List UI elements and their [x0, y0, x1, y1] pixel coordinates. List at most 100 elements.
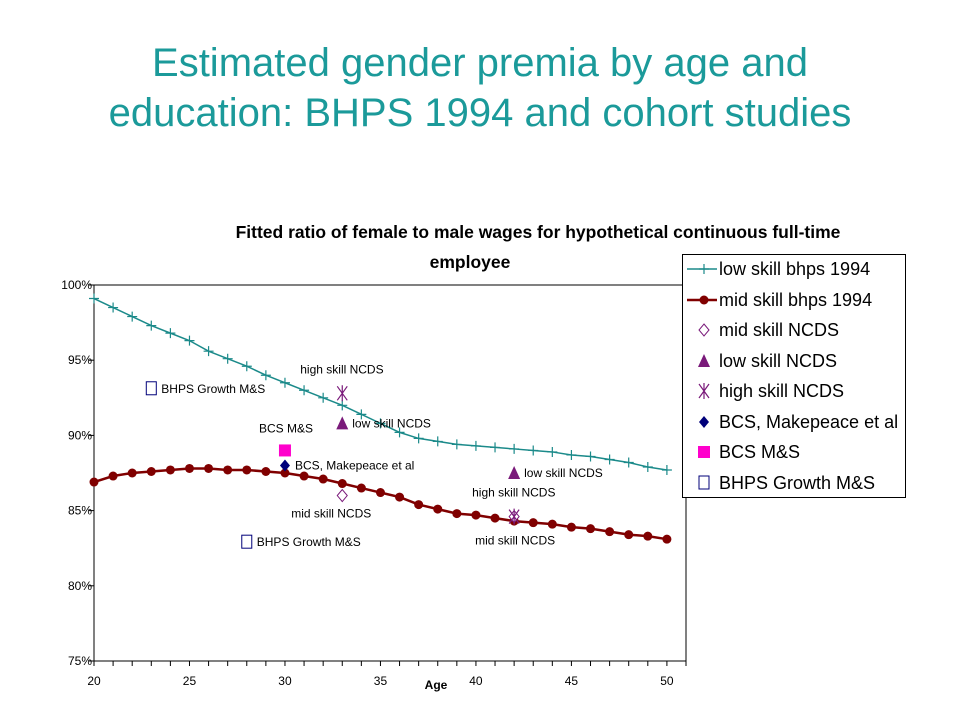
- x-tick-label: 25: [183, 674, 197, 688]
- annotations-layer: high skill NCDS BHPS Growth M&S low skill …: [161, 362, 603, 549]
- series-bcs-makepeace-et-al: [279, 459, 290, 472]
- legend-swatch: [698, 475, 710, 489]
- legend-marker: [699, 415, 709, 428]
- legend-item-bcs-m-s: BCS M&S: [683, 440, 907, 464]
- data-point: [394, 427, 405, 438]
- series-bhps-growth-m-s: [145, 381, 253, 549]
- data-point: [299, 385, 310, 396]
- legend-swatch: [687, 295, 717, 304]
- data-point: [509, 443, 520, 454]
- x-tick-label: 30: [278, 674, 292, 688]
- data-point: [108, 302, 119, 313]
- data-point: [375, 488, 385, 498]
- legend-item-bcs-makepeace-et-al: BCS, Makepeace et al: [683, 410, 907, 434]
- annotation-label: BHPS Growth M&S: [161, 382, 265, 396]
- data-point: [452, 509, 462, 519]
- y-tick-label: 75%: [68, 654, 92, 668]
- data-point: [279, 459, 290, 472]
- chart-title-line2: employee: [430, 252, 511, 272]
- data-point: [223, 465, 233, 475]
- series-layer: [89, 293, 672, 549]
- legend-marker: [699, 264, 709, 274]
- data-point: [566, 449, 577, 460]
- data-point: [278, 444, 291, 457]
- data-point: [337, 400, 348, 411]
- legend-swatch: [687, 264, 717, 274]
- data-point: [127, 311, 138, 322]
- data-point: [280, 468, 290, 478]
- data-point: [624, 530, 634, 540]
- series-low-skill-bhps-1994: [89, 293, 672, 475]
- data-point: [203, 346, 214, 357]
- slide-title-line2: education: BHPS 1994 and cohort studies: [108, 91, 852, 135]
- y-tick-label: 100%: [61, 278, 92, 292]
- plot-area: [93, 284, 687, 662]
- chart-legend: low skill bhps 1994 mid skill bhps 1994 mi…: [682, 254, 906, 498]
- data-point: [299, 471, 309, 481]
- annotation-label: BCS M&S: [259, 421, 313, 435]
- data-point: [318, 392, 329, 403]
- series-high-skill-ncds: [336, 385, 520, 525]
- chart-title-line1: Fitted ratio of female to male wages for…: [236, 222, 841, 242]
- data-point: [413, 433, 424, 444]
- data-point: [508, 466, 521, 479]
- data-point: [605, 527, 615, 537]
- legend-marker: [698, 475, 710, 489]
- legend-item-bhps-growth-m-s: BHPS Growth M&S: [683, 471, 907, 495]
- legend-marker: [698, 446, 710, 458]
- x-tick-label: 45: [565, 674, 579, 688]
- data-point: [356, 409, 367, 420]
- legend-marker: [698, 323, 710, 337]
- data-point: [279, 377, 290, 388]
- annotation-label: low skill NCDS: [352, 416, 431, 430]
- data-point: [490, 513, 500, 523]
- data-point: [528, 445, 539, 456]
- x-tick-label: 35: [374, 674, 388, 688]
- legend-swatch: [699, 415, 709, 428]
- legend-marker: [699, 295, 709, 304]
- data-point: [184, 463, 194, 473]
- legend-label: BCS, Makepeace et al: [719, 411, 899, 432]
- data-point: [165, 328, 176, 339]
- legend-label: BCS M&S: [719, 442, 801, 462]
- data-point: [261, 466, 271, 476]
- data-point: [145, 381, 157, 396]
- data-point: [336, 488, 348, 503]
- data-point: [566, 522, 576, 532]
- legend-label: high skill NCDS: [719, 381, 845, 401]
- slide-title-line1: Estimated gender premia by age and: [152, 41, 808, 85]
- data-point: [356, 483, 366, 493]
- slide-title: Estimated gender premia by age and educa…: [40, 38, 920, 138]
- data-point: [146, 466, 156, 476]
- legend-label: low skill NCDS: [719, 350, 838, 371]
- data-point: [146, 320, 157, 331]
- legend-marker: [698, 383, 710, 399]
- legend-marker: [698, 353, 710, 367]
- data-point: [242, 465, 252, 475]
- data-point: [241, 361, 252, 372]
- data-point: [375, 418, 386, 429]
- data-point: [508, 508, 520, 525]
- data-point: [432, 436, 443, 447]
- data-point: [662, 534, 672, 544]
- y-tick-label: 80%: [68, 579, 92, 593]
- annotation-label: low skill NCDS: [524, 466, 603, 480]
- data-point: [470, 440, 481, 451]
- series-bcs-m-s: [278, 444, 291, 457]
- data-point: [395, 492, 405, 502]
- annotation-label: mid skill NCDS: [475, 534, 555, 548]
- data-point: [642, 461, 653, 472]
- series-mid-skill-bhps-1994: [89, 463, 672, 544]
- annotation-label: high skill NCDS: [472, 486, 555, 500]
- data-point: [337, 479, 347, 489]
- y-tick-label: 95%: [68, 353, 92, 367]
- data-point: [318, 474, 328, 484]
- axes: 20 25 30 35 40 45 50 75% 80% 85% 90% 95% 100%: [61, 278, 687, 688]
- data-point: [490, 442, 501, 453]
- data-point: [471, 510, 481, 520]
- data-point: [661, 464, 672, 475]
- data-point: [165, 465, 175, 475]
- data-point: [643, 531, 653, 541]
- data-point: [336, 385, 348, 402]
- annotation-label: BCS, Makepeace et al: [295, 458, 414, 472]
